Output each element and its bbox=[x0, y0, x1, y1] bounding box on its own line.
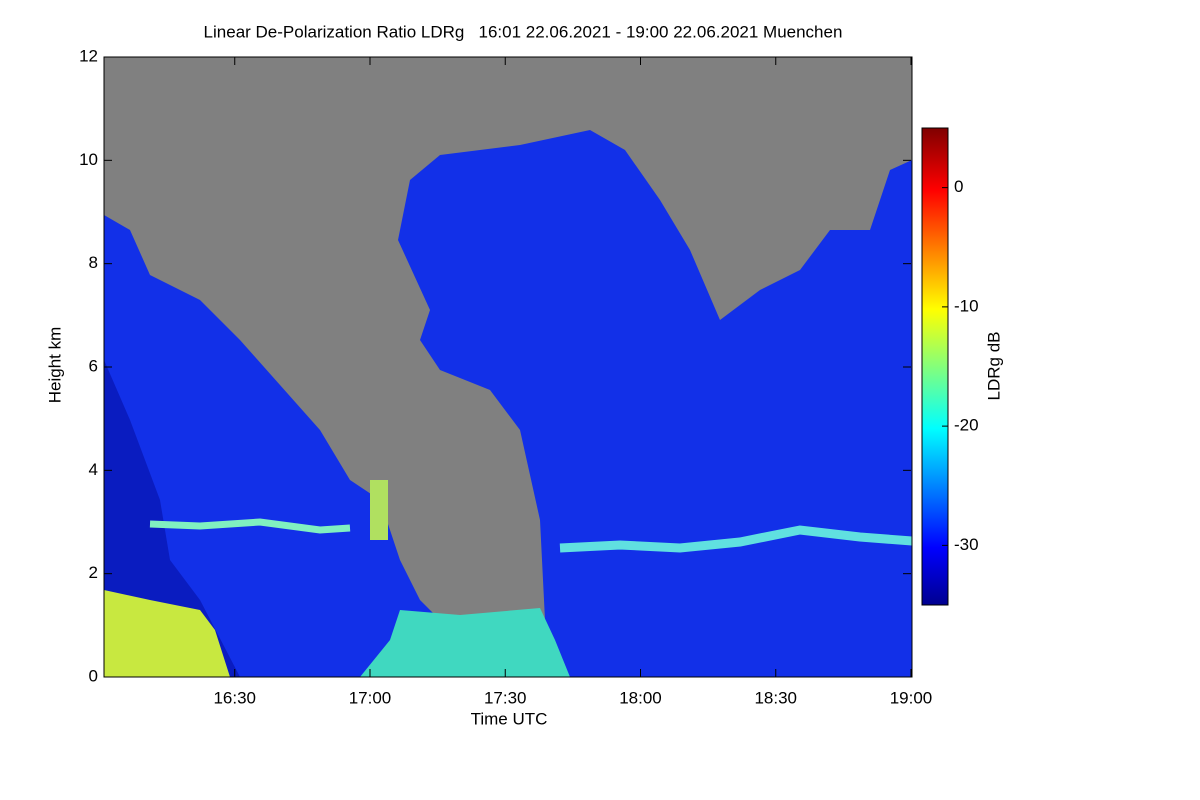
x-tick-label: 18:00 bbox=[619, 688, 662, 707]
cloud-patch bbox=[370, 480, 388, 540]
colorbar-tick-label: -10 bbox=[954, 296, 979, 315]
y-tick-label: 0 bbox=[89, 666, 98, 685]
colorbar-title: LDRg dB bbox=[984, 332, 1003, 401]
x-tick-label: 18:30 bbox=[754, 688, 797, 707]
colorbar bbox=[921, 127, 949, 606]
x-tick-label: 17:30 bbox=[484, 688, 527, 707]
x-tick-label: 19:00 bbox=[890, 688, 933, 707]
colorbar-tick-label: -30 bbox=[954, 535, 979, 554]
aerosol-layer bbox=[149, 518, 351, 534]
aerosol-layer bbox=[559, 525, 913, 553]
low-layer bbox=[360, 608, 570, 677]
y-axis-title: Height km bbox=[45, 327, 64, 404]
signal-area bbox=[104, 130, 912, 677]
plot-field bbox=[104, 57, 913, 677]
x-tick-label: 17:00 bbox=[349, 688, 392, 707]
y-tick-label: 6 bbox=[89, 356, 98, 375]
y-tick-label: 4 bbox=[89, 460, 98, 479]
y-tick-label: 2 bbox=[89, 563, 98, 582]
y-tick-label: 8 bbox=[89, 253, 98, 272]
x-axis-title: Time UTC bbox=[471, 709, 548, 728]
colorbar-tick-label: -20 bbox=[954, 416, 979, 435]
chart-title: Linear De-Polarization Ratio LDRg 16:01 … bbox=[204, 22, 843, 41]
x-tick-label: 16:30 bbox=[213, 688, 256, 707]
colorbar-tick-label: 0 bbox=[954, 177, 963, 196]
y-tick-label: 12 bbox=[79, 46, 98, 65]
y-tick-label: 10 bbox=[79, 150, 98, 169]
low-layer bbox=[104, 590, 230, 677]
